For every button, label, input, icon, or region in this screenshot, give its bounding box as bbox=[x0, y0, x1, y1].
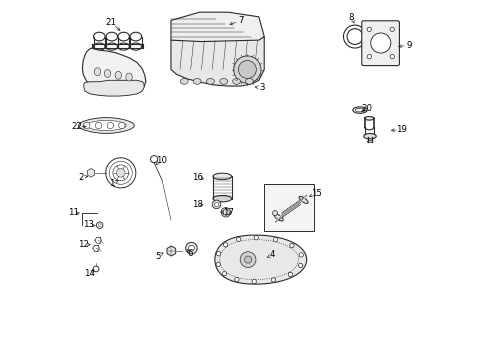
Ellipse shape bbox=[193, 78, 201, 84]
Polygon shape bbox=[167, 246, 175, 256]
Text: 10: 10 bbox=[156, 156, 166, 165]
FancyBboxPatch shape bbox=[361, 21, 399, 66]
Ellipse shape bbox=[273, 214, 283, 221]
Circle shape bbox=[254, 235, 258, 240]
Text: 8: 8 bbox=[348, 13, 353, 22]
Circle shape bbox=[214, 202, 218, 207]
Circle shape bbox=[370, 33, 390, 53]
Ellipse shape bbox=[363, 134, 376, 139]
Circle shape bbox=[299, 253, 303, 257]
Circle shape bbox=[185, 242, 197, 254]
Text: 21: 21 bbox=[105, 18, 116, 27]
Circle shape bbox=[389, 54, 394, 59]
Circle shape bbox=[95, 122, 102, 129]
Circle shape bbox=[221, 208, 230, 217]
Ellipse shape bbox=[206, 78, 214, 84]
Text: 20: 20 bbox=[360, 104, 371, 113]
Circle shape bbox=[251, 279, 256, 284]
Circle shape bbox=[222, 271, 226, 276]
Text: 16: 16 bbox=[191, 173, 202, 182]
Ellipse shape bbox=[180, 78, 188, 84]
Circle shape bbox=[83, 122, 90, 129]
Polygon shape bbox=[79, 118, 134, 133]
Circle shape bbox=[212, 200, 221, 209]
Text: 4: 4 bbox=[269, 250, 275, 259]
Circle shape bbox=[233, 56, 261, 83]
Ellipse shape bbox=[125, 73, 132, 81]
Circle shape bbox=[234, 277, 239, 282]
Polygon shape bbox=[86, 121, 126, 131]
Ellipse shape bbox=[245, 78, 253, 84]
FancyBboxPatch shape bbox=[264, 184, 313, 231]
Circle shape bbox=[188, 245, 194, 251]
Circle shape bbox=[289, 243, 293, 248]
Circle shape bbox=[244, 256, 251, 263]
Circle shape bbox=[107, 122, 113, 129]
Text: 5: 5 bbox=[155, 252, 160, 261]
Text: 12: 12 bbox=[78, 240, 88, 249]
Text: 22: 22 bbox=[71, 122, 82, 131]
Circle shape bbox=[238, 60, 256, 78]
Ellipse shape bbox=[364, 117, 373, 120]
Circle shape bbox=[223, 243, 227, 247]
Circle shape bbox=[271, 278, 275, 282]
Circle shape bbox=[366, 27, 371, 32]
Text: 14: 14 bbox=[84, 269, 95, 278]
Text: 17: 17 bbox=[223, 208, 233, 217]
Circle shape bbox=[216, 262, 220, 266]
Circle shape bbox=[298, 263, 302, 267]
Circle shape bbox=[240, 252, 255, 267]
Text: 1: 1 bbox=[109, 179, 114, 188]
Ellipse shape bbox=[94, 68, 101, 76]
Circle shape bbox=[236, 237, 240, 242]
Text: 7: 7 bbox=[238, 16, 243, 25]
Circle shape bbox=[216, 252, 220, 256]
Circle shape bbox=[366, 54, 371, 59]
Circle shape bbox=[116, 168, 125, 177]
Circle shape bbox=[272, 211, 277, 216]
Ellipse shape bbox=[219, 78, 227, 84]
Circle shape bbox=[389, 27, 394, 32]
Text: 18: 18 bbox=[191, 200, 202, 209]
Circle shape bbox=[273, 238, 277, 242]
Ellipse shape bbox=[212, 173, 231, 180]
Ellipse shape bbox=[115, 71, 121, 79]
Polygon shape bbox=[82, 48, 145, 93]
Ellipse shape bbox=[104, 69, 110, 77]
Polygon shape bbox=[275, 195, 306, 222]
Text: 9: 9 bbox=[406, 41, 411, 50]
Polygon shape bbox=[83, 80, 144, 96]
Text: 15: 15 bbox=[310, 189, 321, 198]
Text: 2: 2 bbox=[78, 173, 83, 182]
Text: 6: 6 bbox=[187, 249, 192, 258]
Circle shape bbox=[119, 122, 125, 129]
Polygon shape bbox=[171, 37, 264, 86]
Polygon shape bbox=[87, 168, 95, 177]
Text: 19: 19 bbox=[395, 125, 406, 134]
Ellipse shape bbox=[232, 78, 240, 84]
Text: 13: 13 bbox=[83, 220, 94, 229]
Ellipse shape bbox=[212, 195, 231, 202]
Ellipse shape bbox=[352, 107, 366, 113]
Ellipse shape bbox=[355, 108, 364, 112]
Ellipse shape bbox=[366, 140, 372, 143]
Polygon shape bbox=[214, 235, 306, 284]
Polygon shape bbox=[171, 12, 264, 48]
Text: 3: 3 bbox=[259, 83, 264, 92]
Circle shape bbox=[288, 272, 292, 276]
Ellipse shape bbox=[299, 197, 307, 203]
Text: 11: 11 bbox=[67, 208, 79, 217]
